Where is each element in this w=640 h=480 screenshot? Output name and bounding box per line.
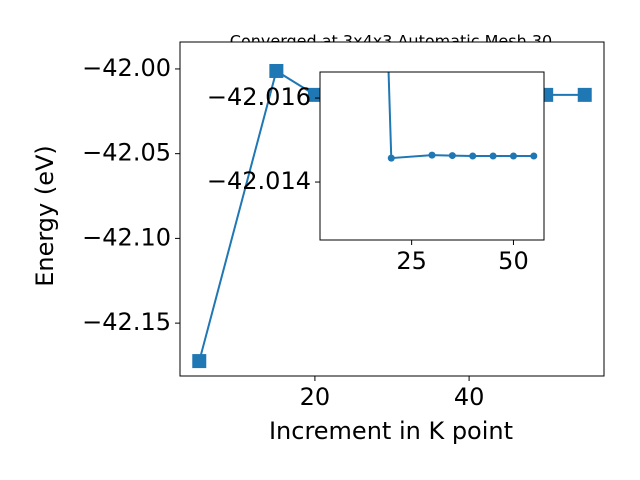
marker [469,152,477,160]
marker [269,63,284,78]
y-tick-label: −42.15 [82,308,171,336]
marker [448,152,456,160]
y-tick-label: −42.10 [82,223,171,251]
marker [428,151,436,159]
plot-clip [387,72,538,162]
axes-frame [179,41,605,377]
axes-frame [319,71,545,241]
x-tick-label: 20 [300,383,331,411]
x-tick-label: 50 [498,247,529,275]
y-tick-label: −42.016 [207,83,311,111]
marker [530,152,538,160]
y-tick-label: −42.00 [82,54,171,82]
marker [192,354,207,369]
y-tick-label: −42.05 [82,139,171,167]
marker [509,152,517,160]
marker [577,87,592,102]
x-tick-label: 25 [396,247,427,275]
marker [489,152,497,160]
y-tick-label: −42.014 [207,167,311,195]
x-axis-label: Increment in K point [269,417,513,445]
marker [387,154,395,162]
x-tick-label: 40 [454,383,485,411]
y-axis-label: Energy (eV) [31,145,59,287]
